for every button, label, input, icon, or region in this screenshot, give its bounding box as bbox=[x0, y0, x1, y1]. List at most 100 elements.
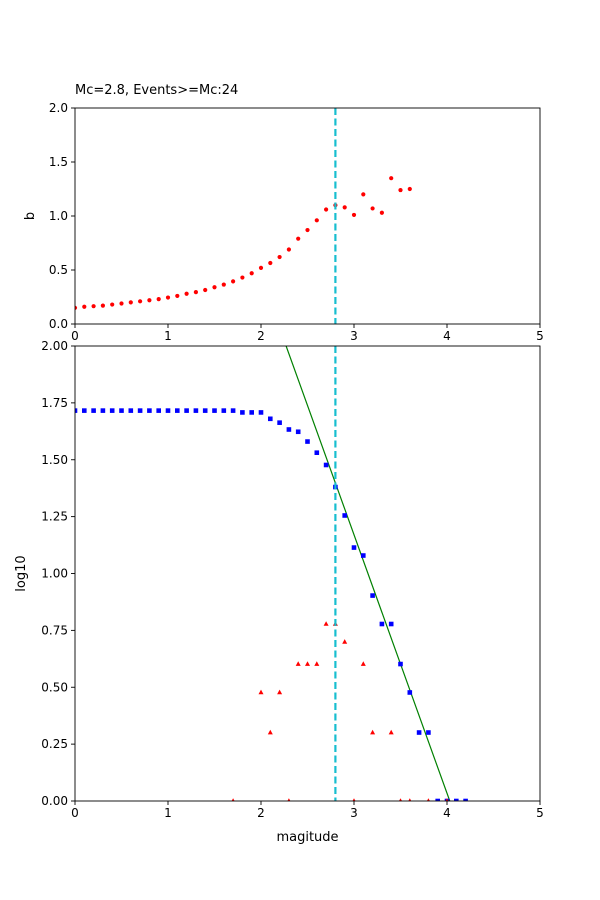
data-point bbox=[119, 301, 124, 306]
data-point bbox=[100, 303, 105, 308]
data-point bbox=[314, 661, 320, 666]
data-point bbox=[463, 798, 468, 801]
y-tick-label: 0.00 bbox=[41, 794, 68, 808]
data-point bbox=[379, 621, 385, 627]
data-point bbox=[175, 293, 180, 299]
data-point bbox=[268, 260, 273, 266]
data-point bbox=[156, 408, 161, 413]
data-point bbox=[388, 729, 394, 735]
data-point bbox=[231, 279, 236, 284]
data-point bbox=[324, 207, 329, 212]
data-point bbox=[137, 408, 143, 413]
data-point bbox=[435, 798, 440, 801]
data-point bbox=[342, 639, 348, 644]
y-tick-label: 1.25 bbox=[41, 510, 68, 524]
data-point bbox=[100, 408, 106, 413]
data-point bbox=[119, 408, 124, 413]
y-tick-label: 0.5 bbox=[49, 263, 68, 277]
data-point bbox=[249, 410, 254, 415]
data-point bbox=[128, 300, 133, 305]
x-tick-label: 1 bbox=[164, 806, 172, 820]
data-point bbox=[249, 271, 254, 276]
data-point bbox=[305, 439, 310, 444]
data-point bbox=[75, 305, 78, 310]
data-point bbox=[296, 236, 301, 241]
data-point bbox=[212, 408, 217, 413]
x-tick-label: 0 bbox=[71, 806, 79, 820]
chart-title: Mc=2.8, Events>=Mc:24 bbox=[75, 83, 238, 98]
data-point bbox=[352, 798, 356, 801]
data-point bbox=[202, 408, 208, 413]
plot-area bbox=[75, 346, 540, 801]
data-point bbox=[277, 420, 282, 425]
data-point bbox=[221, 282, 226, 287]
y-tick-label: 1.5 bbox=[49, 155, 68, 169]
data-point bbox=[370, 593, 375, 598]
y-tick-label: 0.25 bbox=[41, 737, 68, 751]
data-point bbox=[351, 545, 357, 550]
data-point bbox=[212, 285, 217, 290]
data-point bbox=[240, 410, 245, 415]
data-point bbox=[193, 408, 199, 413]
data-point bbox=[240, 275, 245, 280]
data-point bbox=[379, 210, 384, 215]
data-point bbox=[156, 297, 161, 302]
data-point bbox=[258, 689, 264, 695]
data-point bbox=[165, 295, 171, 300]
magnitude-frequency-panel: log10 magitude 0 1 2 3 4 5 0.00 0.25 0.50 0.75 1.0… bbox=[14, 339, 544, 845]
data-point bbox=[370, 206, 375, 211]
data-point bbox=[91, 304, 96, 309]
data-point bbox=[305, 661, 310, 666]
data-point bbox=[407, 690, 413, 695]
y-tick-label: 0.50 bbox=[41, 680, 68, 694]
data-point bbox=[370, 729, 376, 735]
data-point bbox=[398, 661, 403, 667]
data-point bbox=[360, 661, 366, 666]
data-point bbox=[398, 187, 403, 193]
data-point bbox=[398, 798, 403, 801]
data-point bbox=[314, 218, 319, 223]
data-point bbox=[314, 450, 320, 455]
data-point bbox=[277, 254, 282, 260]
data-point bbox=[416, 730, 422, 735]
x-tick-label: 0 bbox=[71, 329, 79, 343]
data-point bbox=[426, 730, 431, 735]
y-tick-label: 2.00 bbox=[41, 339, 68, 353]
x-tick-label: 4 bbox=[443, 329, 451, 343]
data-point bbox=[75, 408, 78, 413]
data-point bbox=[286, 247, 291, 252]
data-point bbox=[184, 291, 189, 296]
x-tick-label: 2 bbox=[257, 806, 265, 820]
y-axis-label: log10 bbox=[14, 555, 29, 591]
data-point bbox=[389, 176, 394, 181]
data-point bbox=[82, 304, 87, 309]
data-point bbox=[258, 265, 264, 270]
data-point bbox=[277, 689, 283, 695]
data-point bbox=[323, 621, 329, 626]
data-point bbox=[286, 427, 292, 432]
data-point bbox=[110, 302, 115, 307]
plot-area bbox=[75, 108, 540, 324]
data-point bbox=[109, 408, 115, 413]
y-tick-label: 2.0 bbox=[49, 101, 68, 115]
data-point bbox=[165, 408, 171, 413]
x-tick-label: 5 bbox=[536, 806, 544, 820]
data-point bbox=[230, 408, 236, 413]
data-point bbox=[258, 410, 264, 415]
data-point bbox=[128, 408, 134, 413]
data-point bbox=[267, 729, 273, 735]
y-tick-label: 0.0 bbox=[49, 317, 68, 331]
data-point bbox=[426, 798, 430, 801]
y-tick-label: 1.0 bbox=[49, 209, 68, 223]
x-tick-label: 3 bbox=[350, 806, 358, 820]
data-point bbox=[351, 212, 357, 218]
data-point bbox=[305, 227, 310, 233]
data-point bbox=[193, 290, 198, 295]
b-value-panel: Mc=2.8, Events>=Mc:24 b 0 1 2 3 4 5 0.0 0.5 1.0 1… bbox=[23, 83, 544, 343]
y-tick-label: 1.00 bbox=[41, 567, 68, 581]
data-point bbox=[82, 408, 87, 413]
data-point bbox=[323, 462, 329, 468]
data-point bbox=[138, 299, 143, 304]
x-tick-label: 4 bbox=[443, 806, 451, 820]
data-point bbox=[231, 798, 235, 801]
